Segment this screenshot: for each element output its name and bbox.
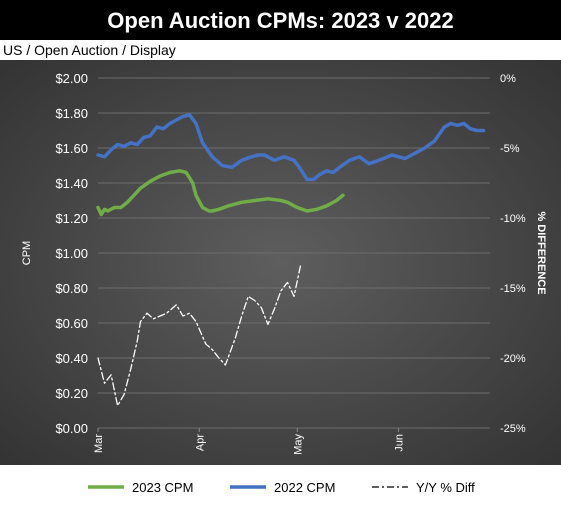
y-axis-right: -25% -20% -15% -10% -5% 0% [500,73,526,435]
x-tick-label: Mar [93,434,105,453]
y2-tick-label: -10% [500,213,526,225]
series-line-y-y-diff [97,264,302,407]
y-tick-label: $1.20 [55,211,88,226]
y-tick-label: $0.20 [55,386,88,401]
y-tick-label: $1.60 [55,141,88,156]
y-tick-label: $0.00 [55,421,88,436]
y-tick-label: $1.80 [55,106,88,121]
x-tick-label: May [292,434,304,455]
y2-axis-label: % DIFFERENCE [535,211,547,294]
y-tick-label: $0.60 [55,316,88,331]
y2-tick-label: -15% [500,283,526,295]
legend: 2023 CPM 2022 CPM Y/Y % Diff [88,480,475,495]
y-tick-label: $1.40 [55,176,88,191]
y-axis-label: CPM [21,241,33,265]
y2-tick-label: 0% [500,73,516,85]
y2-tick-label: -25% [500,423,526,435]
legend-label: 2022 CPM [274,480,335,495]
gridlines [98,77,490,429]
legend-area [0,465,561,505]
x-axis: Mar Apr May Jun [93,428,406,455]
chart-subtitle: US / Open Auction / Display [3,42,176,58]
y-tick-label: $0.80 [55,281,88,296]
y-tick-label: $1.00 [55,246,88,261]
y2-tick-label: -5% [500,143,520,155]
y-tick-label: $2.00 [55,71,88,86]
series-line-2023-cpm [96,169,345,217]
chart-title: Open Auction CPMs: 2023 v 2022 [0,0,561,40]
y-axis-left: $0.00 $0.20 $0.40 $0.60 $0.80 $1.00 $1.20 $1.40… [55,71,88,436]
legend-label: 2023 CPM [132,480,193,495]
x-tick-label: Jun [394,434,406,452]
y2-tick-label: -20% [500,353,526,365]
y-tick-label: $0.40 [55,351,88,366]
legend-label: Y/Y % Diff [416,480,475,495]
series-lines [96,113,486,407]
x-tick-label: Apr [194,434,206,451]
series-line-2022-cpm [96,113,486,182]
